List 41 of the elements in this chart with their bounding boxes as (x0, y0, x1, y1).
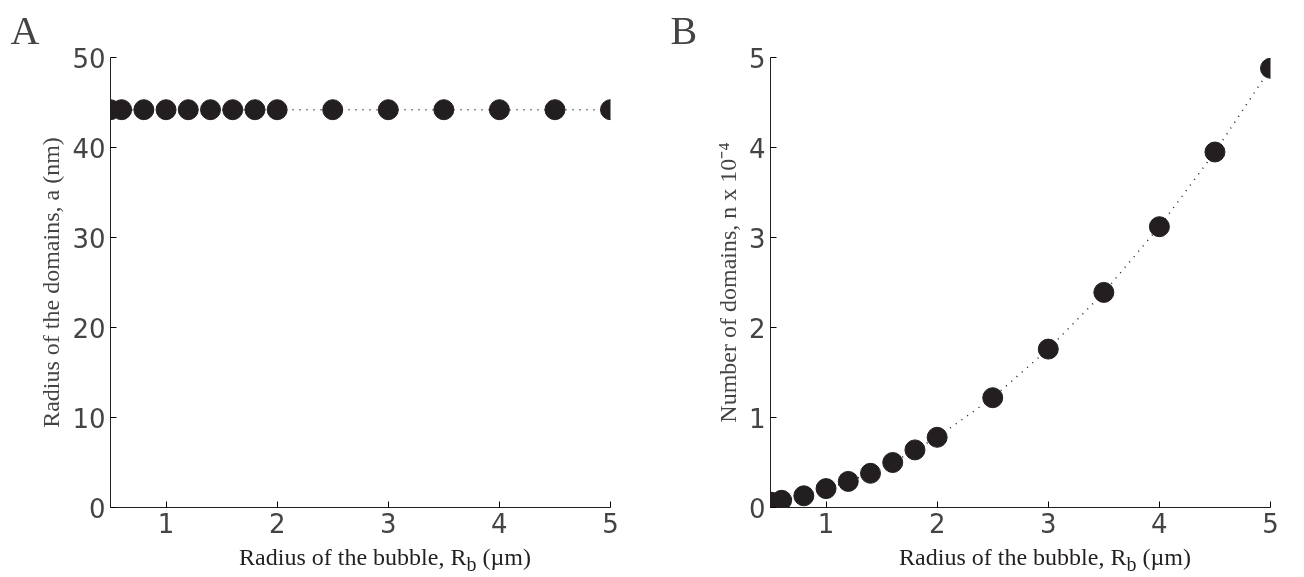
x-tick-label: 1 (817, 508, 835, 539)
x-tick-label: 2 (268, 508, 286, 539)
x-tick-label: 5 (602, 508, 619, 539)
x-axis-title: Radius of the bubble, R$_{b}$ (µm) (239, 543, 531, 577)
x-tick-label: 5 (1262, 508, 1279, 539)
point (771, 489, 793, 508)
y-tick-label: 3 (748, 223, 766, 254)
point (1204, 141, 1226, 163)
x-tick-label: 4 (491, 508, 508, 539)
y-tick-label: 1 (748, 403, 766, 434)
point (793, 485, 815, 507)
y-tick-label: 0 (88, 493, 106, 524)
point (1037, 338, 1059, 360)
y-tick-label: 0 (748, 493, 766, 524)
point (815, 478, 837, 500)
point (1093, 281, 1115, 303)
x-tick-label: 2 (928, 508, 946, 539)
x-tick-label: 3 (380, 508, 397, 539)
y-axis-title: Number of domains, n x 10⁻⁴ (714, 142, 741, 423)
y-tick-label: 30 (72, 223, 106, 254)
x-tick-label: 4 (1151, 508, 1168, 539)
point (1148, 216, 1170, 238)
y-tick-label: 2 (748, 313, 766, 344)
y-axis-title: Radius of the domains, a (nm) (38, 137, 65, 428)
point (982, 387, 1004, 409)
x-tick-label: 1 (157, 508, 175, 539)
y-tick-label: 10 (72, 403, 106, 434)
point (926, 426, 948, 448)
x-tick-label: 3 (1040, 508, 1057, 539)
y-tick-label: 20 (72, 313, 106, 344)
chart-title: B (670, 7, 698, 53)
point (882, 452, 904, 473)
y-tick-label: 50 (72, 43, 106, 74)
chart-title: A (10, 7, 40, 53)
y-tick-label: 4 (748, 133, 766, 164)
y-tick-label: 40 (72, 133, 106, 164)
point (837, 470, 859, 492)
point (860, 462, 881, 484)
point (904, 439, 926, 461)
y-tick-label: 5 (748, 43, 766, 74)
x-axis-title: Radius of the bubble, R$_{b}$ (µm) (899, 543, 1191, 577)
